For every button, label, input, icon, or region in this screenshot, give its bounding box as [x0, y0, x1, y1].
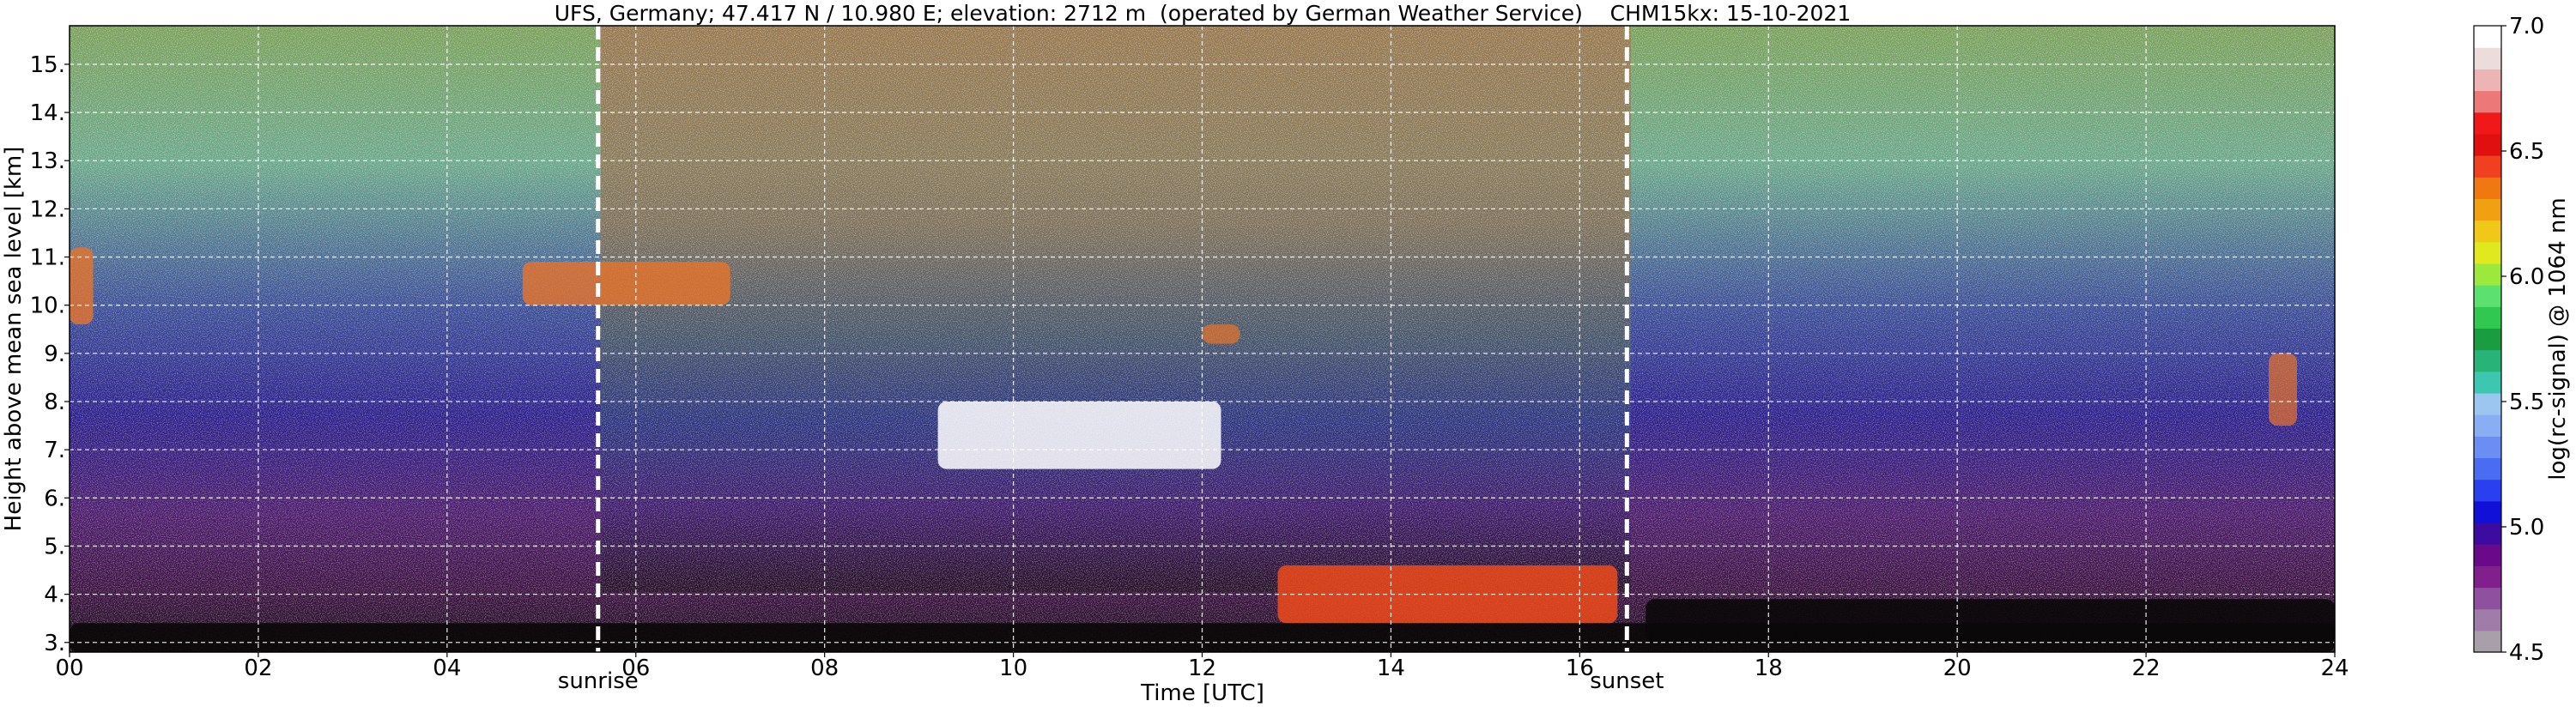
y-tick-label: 8.: [44, 390, 65, 415]
colorbar-frame: [2473, 25, 2502, 653]
marker-label-sunset: sunset: [1590, 668, 1664, 694]
y-tick-label: 5.: [44, 534, 65, 559]
y-axis-ticks: 3. 4. 5. 6. 7. 8. 9. 10. 11. 12. 13. 14. 15.: [30, 52, 70, 656]
x-tick-label: 22: [2132, 656, 2161, 681]
y-tick-label: 3.: [44, 631, 65, 656]
marker-label-sunrise: sunrise: [558, 668, 639, 694]
y-tick-label: 12.: [30, 196, 65, 222]
colorbar-tick-label: 5.5: [2509, 390, 2544, 415]
x-tick-label: 06: [621, 656, 650, 681]
y-tick-label: 4.: [44, 583, 65, 608]
colorbar-segment: [2474, 479, 2501, 502]
x-tick-label: 10: [999, 656, 1027, 681]
colorbar-segment: [2474, 69, 2501, 92]
colorbar-segment: [2474, 457, 2501, 480]
colorbar-segment: [2474, 198, 2501, 221]
colorbar-segment: [2474, 414, 2501, 437]
colorbar-tick-label: 7.0: [2509, 14, 2544, 39]
colorbar-segment: [2474, 630, 2501, 653]
x-tick-label: 20: [1943, 656, 1972, 681]
colorbar-segment: [2474, 112, 2501, 135]
x-tick-label: 04: [433, 656, 461, 681]
colorbar-segment: [2474, 392, 2501, 415]
y-tick-label: 11.: [30, 245, 65, 271]
sun-markers: sunrise sunset: [558, 26, 1664, 694]
y-tick-label: 10.: [30, 293, 65, 319]
colorbar: 4.5 5.0 5.5 6.0 6.5 7.0: [2474, 14, 2544, 666]
x-axis-label: Time [UTC]: [1140, 680, 1264, 706]
colorbar-segment: [2474, 177, 2501, 199]
y-tick-label: 7.: [44, 438, 65, 463]
x-tick-label: 18: [1755, 656, 1783, 681]
colorbar-segment: [2474, 544, 2501, 566]
colorbar-segment: [2474, 220, 2501, 243]
x-axis-ticks: 00 02 04 06 08 10 12 14 16 18 20 22 24: [55, 652, 2349, 681]
colorbar-segment: [2474, 285, 2501, 307]
colorbar-tick-label: 6.5: [2509, 139, 2544, 165]
colorbar-segment: [2474, 133, 2501, 156]
colorbar-segment: [2474, 565, 2501, 589]
feature-mid-level-cloud-3: [937, 402, 1221, 469]
feature-cirrus-1: [70, 247, 94, 325]
y-tick-label: 9.: [44, 341, 65, 367]
colorbar-segment: [2474, 587, 2501, 610]
colorbar-segment: [2474, 371, 2501, 394]
chart-title: UFS, Germany; 47.417 N / 10.980 E; eleva…: [555, 1, 1851, 26]
y-tick-label: 6.: [44, 486, 65, 511]
x-tick-label: 00: [55, 656, 83, 681]
colorbar-segment: [2474, 47, 2501, 69]
colorbar-tick-label: 4.5: [2509, 640, 2544, 666]
colorbar-tick-label: 5.0: [2509, 515, 2544, 541]
x-tick-label: 02: [244, 656, 272, 681]
x-tick-label: 12: [1188, 656, 1216, 681]
colorbar-segment: [2474, 500, 2501, 523]
colorbar-segment: [2474, 241, 2501, 264]
feature-cloud-patch-7: [2269, 353, 2298, 426]
colorbar-label: log(rc-signal) @ 1064 nm: [2545, 197, 2571, 480]
x-tick-label: 24: [2320, 656, 2349, 681]
x-tick-label: 08: [810, 656, 839, 681]
feature-cirrus-2: [522, 262, 730, 305]
y-tick-label: 15.: [30, 52, 65, 78]
feature-low-stratiform-layer-6: [1646, 599, 2335, 643]
colorbar-segment: [2474, 522, 2501, 545]
x-tick-label: 16: [1566, 656, 1594, 681]
colorbar-segment: [2474, 263, 2501, 286]
colorbar-segment: [2474, 349, 2501, 372]
x-tick-label: 14: [1377, 656, 1405, 681]
y-axis-label: Height above mean sea level [km]: [1, 147, 27, 532]
y-tick-label: 14.: [30, 100, 65, 126]
colorbar-tick-label: 6.0: [2509, 264, 2544, 290]
colorbar-segment: [2474, 26, 2501, 48]
colorbar-segment: [2474, 90, 2501, 113]
colorbar-segment: [2474, 328, 2501, 351]
colorbar-segment: [2474, 436, 2501, 459]
feature-cloud-patch-4: [1202, 324, 1240, 344]
y-tick-label: 13.: [30, 148, 65, 174]
colorbar-segment: [2474, 155, 2501, 178]
grid: [70, 26, 2335, 652]
colorbar-segment: [2474, 608, 2501, 631]
colorbar-segment: [2474, 306, 2501, 329]
